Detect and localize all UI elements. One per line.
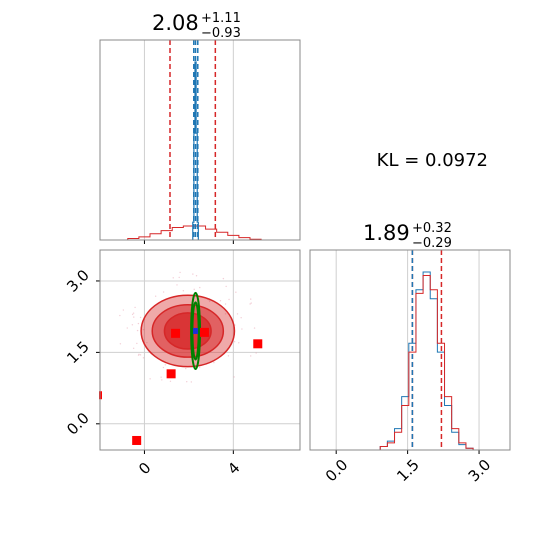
title-2-plus: +0.32: [412, 221, 452, 236]
bl-scatter-dot: [255, 352, 257, 354]
bl-scatter-dot: [146, 341, 148, 344]
bl-scatter-dot: [133, 316, 135, 318]
bl-scatter-dot: [236, 313, 239, 315]
title-1-median: 2.08: [152, 11, 199, 35]
bl-scatter-dot: [137, 322, 140, 325]
bl-scatter-dot: [126, 327, 128, 329]
bl-scatter-dot: [233, 376, 235, 378]
br-xtick-label-2: 3.0: [465, 456, 495, 486]
bl-ytick-label-0: 0.0: [63, 409, 93, 439]
br-red-histogram: [379, 275, 474, 450]
bl-scatter-dot: [134, 306, 136, 309]
bl-scatter-dot: [224, 313, 227, 315]
bl-scatter-dot: [241, 328, 243, 330]
bl-scatter-dot: [136, 329, 139, 332]
bl-scatter-dot: [162, 291, 165, 293]
bl-scatter-dot: [160, 376, 162, 378]
bl-scatter-dot: [131, 313, 134, 316]
bl-blue-point: [193, 327, 199, 334]
bl-scatter-dot: [238, 342, 240, 344]
bl-scatter-dot: [139, 316, 142, 319]
bl-red-square-4: [132, 435, 142, 445]
bl-scatter-dot: [179, 271, 181, 274]
bl-scatter-dot: [192, 273, 194, 275]
bl-scatter-dot: [227, 355, 230, 357]
bl-ytick-label-2: 3.0: [63, 266, 93, 296]
bl-xtick-label-1: 4: [224, 459, 243, 478]
bl-scatter-dot: [154, 295, 157, 297]
bl-xtick-label-0: 0: [135, 459, 154, 478]
title-2: 1.89 +0.32 −0.29: [363, 221, 452, 251]
bl-scatter-dot: [132, 347, 135, 349]
bl-ytick-label-1: 1.5: [63, 338, 93, 368]
br-xtick-label-0: 0.0: [322, 456, 352, 486]
title-1-minus: −0.93: [201, 26, 241, 41]
bl-scatter-dot: [119, 314, 121, 317]
bl-scatter-dot: [233, 341, 236, 343]
bl-scatter-dot: [235, 291, 237, 293]
bl-scatter-dot: [198, 366, 201, 369]
bl-scatter-dot: [182, 290, 185, 292]
bl-red-square-1: [199, 327, 209, 337]
bl-scatter-dot: [139, 354, 142, 356]
bl-scatter-dot: [228, 298, 230, 301]
bl-scatter-dot: [249, 303, 251, 305]
bl-scatter-dot: [172, 277, 174, 279]
bl-scatter-dot: [122, 309, 125, 311]
bl-scatter-dot: [142, 328, 145, 331]
bl-scatter-dot: [132, 312, 135, 314]
bl-scatter-dot: [186, 380, 188, 383]
bl-scatter-dot: [149, 378, 151, 380]
bl-scatter-dot: [137, 354, 140, 356]
bl-scatter-dot: [176, 284, 178, 286]
title-1: 2.08 +1.11 −0.93: [152, 11, 241, 41]
bl-scatter-dot: [131, 324, 134, 326]
bl-scatter-dot: [250, 298, 252, 300]
bl-scatter-dot: [119, 343, 122, 345]
bl-scatter-dot: [178, 276, 180, 279]
br-blue-histogram: [379, 271, 474, 450]
bl-scatter-dot: [193, 288, 195, 291]
bl-red-square-3: [253, 339, 263, 349]
bl-scatter-dot: [213, 361, 215, 364]
bl-scatter-dot: [250, 302, 252, 304]
bl-scatter-dot: [225, 285, 227, 288]
kl-text: KL = 0.0972: [377, 150, 488, 171]
bl-scatter-dot: [185, 367, 187, 370]
bl-scatter-dot: [219, 300, 222, 302]
title-2-minus: −0.29: [412, 236, 452, 251]
bl-scatter-dot: [199, 286, 201, 289]
bl-scatter-dot: [164, 364, 167, 366]
bl-scatter-dot: [249, 355, 252, 357]
bl-scatter-dot: [208, 300, 211, 303]
bl-scatter-dot: [253, 327, 256, 329]
bl-scatter-dot: [222, 277, 225, 280]
bl-scatter-dot: [224, 303, 227, 305]
bl-scatter-dot: [190, 381, 193, 383]
br-frame: [309, 249, 511, 451]
bottom-left-panel: 0 4 0.0 1.5 3.0: [63, 249, 301, 478]
title-1-plus: +1.11: [201, 11, 241, 26]
tl-blue-histogram: [192, 61, 199, 240]
bl-red-square-0: [171, 328, 181, 338]
bl-scatter-dot: [195, 275, 198, 277]
bl-red-square-2: [166, 369, 176, 379]
bl-frame: [99, 249, 301, 451]
bl-green-contour-1: [191, 301, 200, 361]
bl-scatter-dot: [240, 317, 242, 319]
br-xtick-label-1: 1.5: [393, 456, 423, 486]
bl-scatter-dot: [161, 379, 163, 381]
title-2-median: 1.89: [363, 221, 410, 245]
tl-frame: [99, 39, 301, 241]
bl-scatter-dot: [169, 380, 172, 382]
top-left-panel: [99, 39, 301, 244]
bottom-right-panel: 0.0 1.5 3.0: [309, 249, 511, 486]
bl-scatter-dot: [136, 342, 138, 345]
bl-scatter-dot: [162, 366, 165, 369]
bl-scatter-dot: [142, 357, 145, 359]
